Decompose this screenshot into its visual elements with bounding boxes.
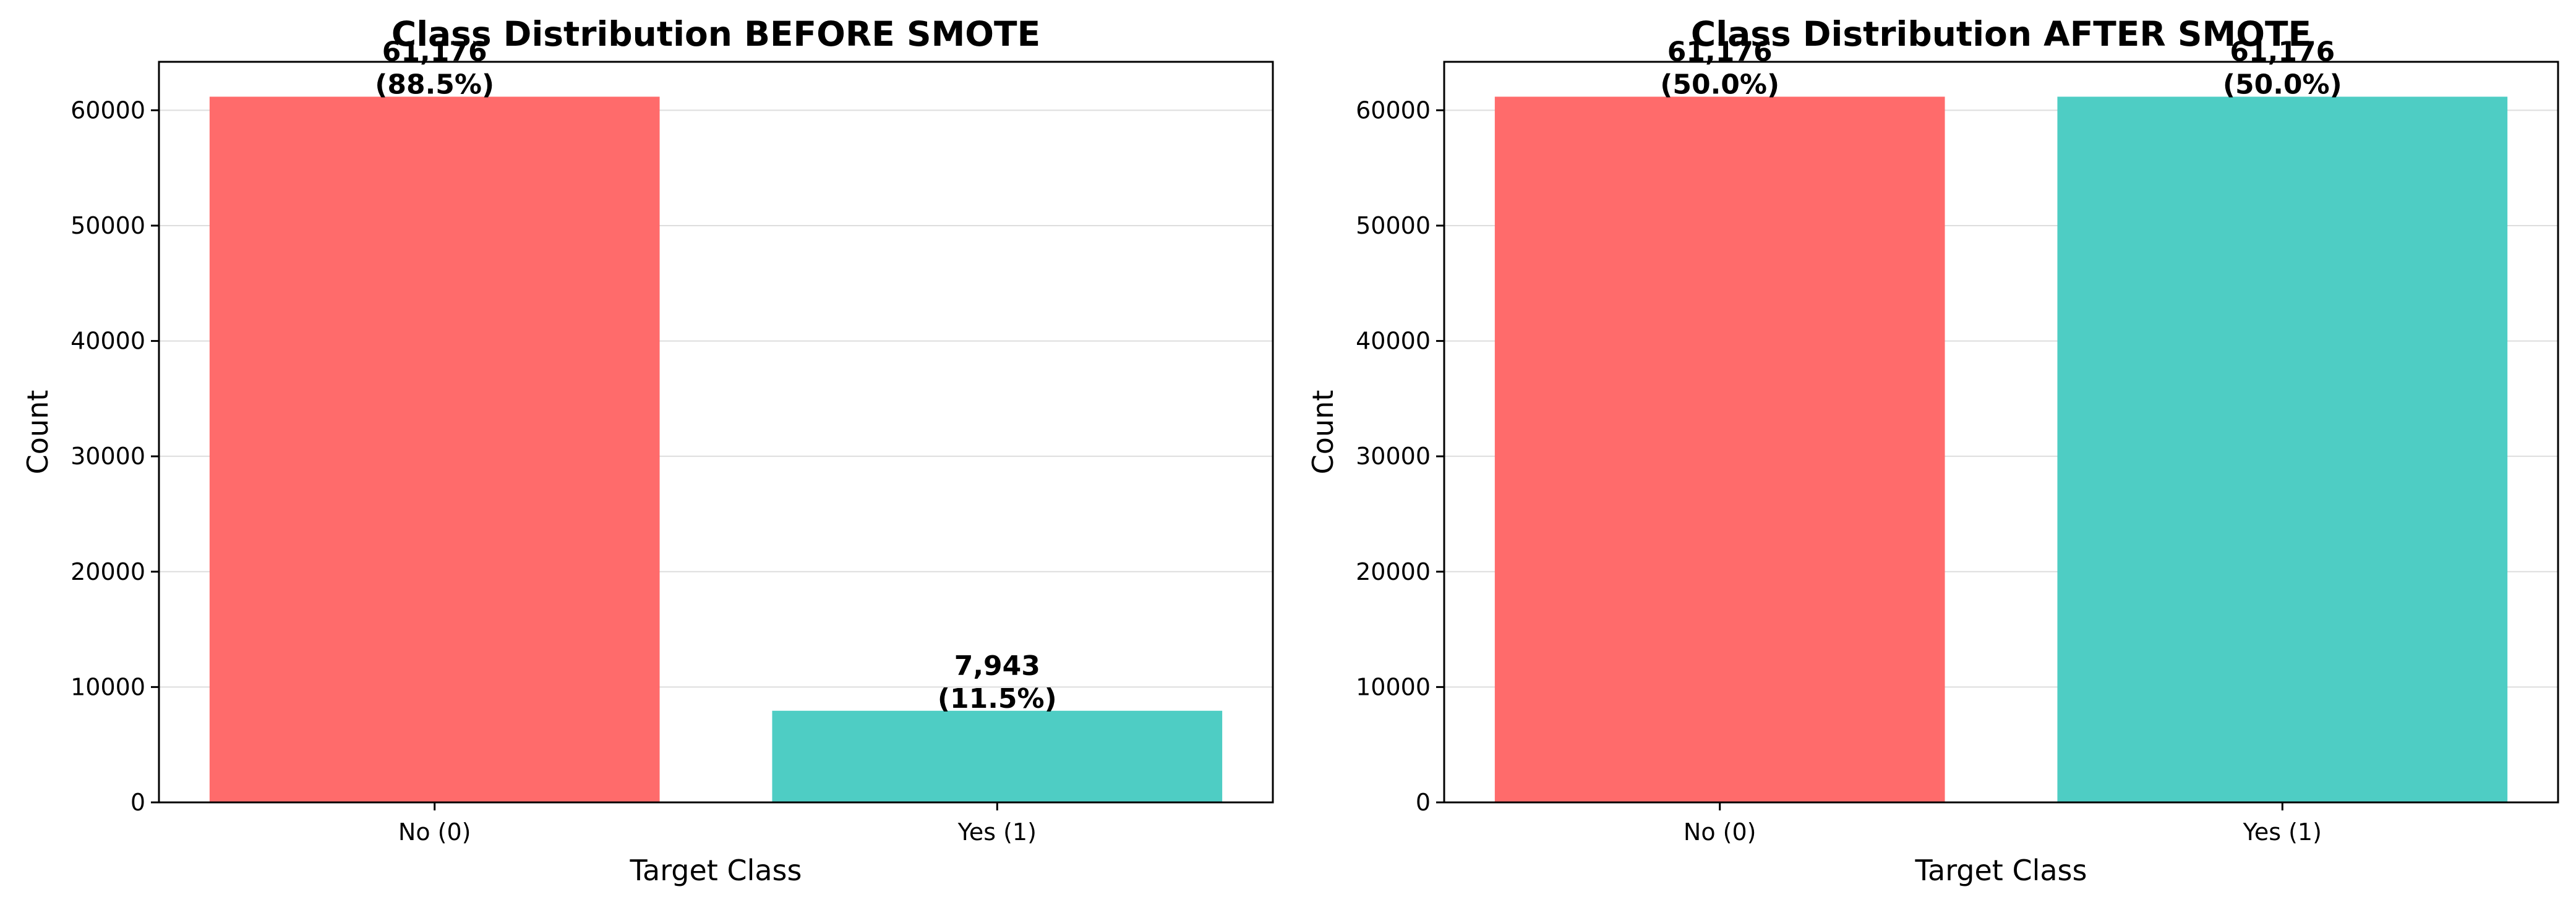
bar-value-label: 61,176 (88.5%) [375,36,494,100]
chart-after-smote: 0 10000 20000 30000 40000 50000 60000 No (0) Yes… [1306,14,2559,887]
y-tick-label: 30000 [1356,443,1431,470]
x-tick-label: Yes (1) [2243,818,2322,846]
y-tick-label: 60000 [1356,96,1431,124]
plot-frame [158,61,1274,804]
y-tick-label: 0 [131,789,145,816]
chart-before-smote: 0 10000 20000 30000 40000 50000 60000 No (0) Yes… [21,14,1274,887]
bar-1 [2057,96,2508,802]
bar-value-label: 61,176 (50.0%) [2223,36,2342,100]
bar-value-label: 61,176 (50.0%) [1660,36,1779,100]
x-axis-label: Target Class [1915,854,2087,887]
y-tick-label: 0 [1416,789,1431,816]
y-tick-label: 50000 [71,212,145,239]
y-axis-label: Count [1306,390,1340,475]
y-tick-label: 60000 [71,96,145,124]
chart-title: Class Distribution AFTER SMOTE [1691,14,2311,54]
bar-1 [772,710,1223,802]
plot-frame [1443,61,2559,804]
x-tick-label: No (0) [398,818,471,846]
bar-value-label: 7,943 (11.5%) [938,650,1057,715]
chart-title: Class Distribution BEFORE SMOTE [392,14,1040,54]
y-axis-label: Count [21,390,54,475]
y-tick-label: 40000 [71,328,145,355]
y-tick-label: 50000 [1356,212,1431,239]
x-axis-label: Target Class [630,854,802,887]
y-tick-label: 40000 [1356,328,1431,355]
y-tick-label: 10000 [71,673,145,700]
y-tick-label: 30000 [71,443,145,470]
x-tick-label: Yes (1) [957,818,1037,846]
x-tick-label: No (0) [1684,818,1757,846]
y-tick-label: 10000 [1356,673,1431,700]
bar-0 [1494,96,1945,802]
y-tick-label: 20000 [1356,558,1431,585]
bar-0 [209,96,660,802]
y-tick-label: 20000 [71,558,145,585]
